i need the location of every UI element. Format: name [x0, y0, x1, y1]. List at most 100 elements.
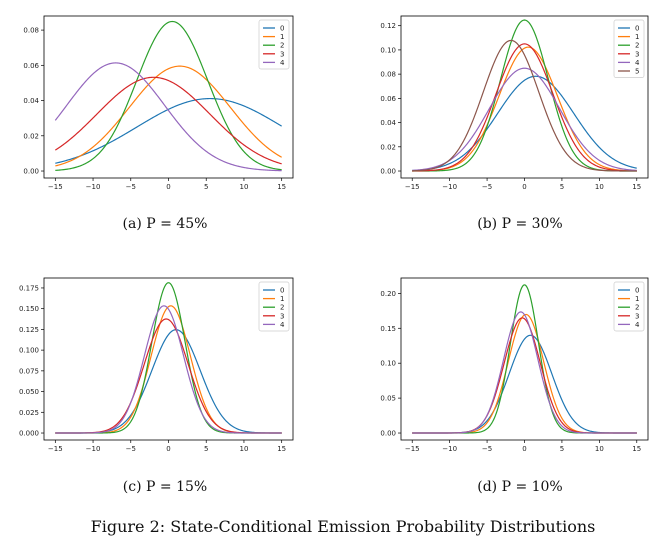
- x-tick-label: −10: [442, 183, 457, 191]
- x-tick-label: −5: [126, 183, 136, 191]
- legend-label-0: 0: [280, 287, 284, 295]
- x-tick-label: 10: [595, 183, 604, 191]
- x-tick-label: −10: [86, 445, 101, 453]
- series-line-5: [412, 39, 637, 172]
- x-tick-label: 0: [166, 183, 170, 191]
- series-line-3: [412, 43, 637, 172]
- chart-panel-1: −15 −10 −5 0 5 10 150.000.020.040.060.08 01234(…: [23, 15, 294, 232]
- x-tick-label: −10: [86, 183, 101, 191]
- legend-label-1: 1: [280, 295, 284, 303]
- series-line-1: [412, 46, 637, 172]
- x-tick-label: 10: [239, 183, 248, 191]
- subfigure-caption: (b) P = 30%: [477, 216, 563, 232]
- y-tick-label: 0.02: [380, 143, 396, 151]
- series-line-3: [412, 317, 637, 434]
- y-tick-label: 0.10: [380, 360, 396, 368]
- x-tick-label: −15: [48, 183, 63, 191]
- y-tick-label: 0.06: [23, 62, 39, 70]
- plot-frame: [400, 15, 649, 179]
- chart-panel-2: −15 −10 −5 0 5 10 150.000.020.040.060.080.100.…: [380, 15, 649, 232]
- series-line-3: [54, 76, 282, 165]
- x-tick-label: 5: [204, 183, 208, 191]
- legend-label-1: 1: [280, 33, 284, 41]
- y-tick-label: 0.150: [19, 305, 39, 313]
- y-tick-label: 0.100: [19, 347, 39, 355]
- y-tick-label: 0.02: [23, 132, 39, 140]
- y-tick-label: 0.075: [19, 367, 39, 375]
- legend-label-1: 1: [635, 295, 639, 303]
- series-line-4: [412, 311, 637, 434]
- x-tick-label: 15: [632, 183, 641, 191]
- legend-label-4: 4: [280, 321, 285, 329]
- legend-box: [258, 281, 290, 332]
- subfigure-caption: (d) P = 10%: [477, 479, 563, 495]
- x-tick-label: 10: [595, 445, 604, 453]
- y-tick-label: 0.15: [380, 325, 396, 333]
- series-line-0: [55, 329, 282, 434]
- subfigure-caption: (a) P = 45%: [123, 216, 208, 232]
- plot-frame: [43, 15, 294, 179]
- legend-label-0: 0: [280, 25, 284, 33]
- y-tick-label: 0.00: [380, 168, 396, 176]
- legend-label-0: 0: [635, 287, 639, 295]
- legend-label-3: 3: [635, 312, 639, 320]
- x-tick-label: 5: [560, 445, 564, 453]
- legend-label-3: 3: [280, 50, 284, 58]
- x-tick-label: −15: [405, 183, 420, 191]
- series-line-1: [55, 65, 282, 167]
- legend-label-4: 4: [635, 321, 640, 329]
- y-tick-label: 0.08: [380, 71, 396, 79]
- chart-panel-4: −15 −10 −5 0 5 10 150.000.050.100.150.20 01234(…: [380, 277, 649, 495]
- series-line-4: [54, 62, 282, 172]
- y-tick-label: 0.125: [19, 326, 39, 334]
- series-line-2: [412, 284, 637, 434]
- series-line-1: [412, 313, 637, 434]
- y-tick-label: 0.025: [19, 409, 39, 417]
- plot-frame: [43, 277, 294, 441]
- series-line-3: [55, 318, 282, 434]
- legend-label-4: 4: [635, 59, 640, 67]
- series-line-4: [55, 305, 282, 434]
- chart-panel-3: −15 −10 −5 0 5 10 150.0000.0250.0500.0750.1000…: [19, 277, 294, 495]
- y-tick-label: 0.175: [19, 284, 39, 292]
- legend-label-2: 2: [635, 42, 639, 50]
- legend-label-0: 0: [635, 25, 639, 33]
- legend-label-5: 5: [635, 68, 639, 76]
- legend-box: [258, 19, 290, 70]
- figure-caption: Figure 2: State-Conditional Emission Pro…: [91, 517, 596, 536]
- y-tick-label: 0.20: [380, 290, 396, 298]
- series-line-0: [412, 75, 637, 172]
- y-tick-label: 0.00: [23, 168, 39, 176]
- subfigure-caption: (c) P = 15%: [123, 479, 207, 495]
- legend-label-3: 3: [280, 312, 284, 320]
- legend-box: [613, 281, 645, 332]
- x-tick-label: −10: [442, 445, 457, 453]
- x-tick-label: 15: [632, 445, 641, 453]
- y-tick-label: 0.00: [380, 430, 396, 438]
- series-line-0: [55, 97, 282, 164]
- legend-label-2: 2: [635, 304, 639, 312]
- series-line-1: [55, 305, 282, 434]
- series-line-2: [412, 19, 637, 172]
- x-tick-label: −15: [405, 445, 420, 453]
- y-tick-label: 0.10: [380, 46, 396, 54]
- series-line-0: [412, 334, 637, 434]
- x-tick-label: −5: [482, 183, 492, 191]
- y-tick-label: 0.04: [380, 119, 396, 127]
- x-tick-label: 5: [204, 445, 208, 453]
- x-tick-label: 15: [277, 183, 286, 191]
- y-tick-label: 0.05: [380, 395, 396, 403]
- x-tick-label: 10: [239, 445, 248, 453]
- plot-frame: [400, 277, 649, 441]
- legend-label-2: 2: [280, 304, 284, 312]
- series-line-2: [55, 282, 282, 434]
- x-tick-label: 0: [522, 183, 526, 191]
- y-tick-label: 0.08: [23, 27, 39, 35]
- x-tick-label: 0: [522, 445, 526, 453]
- x-tick-label: 15: [277, 445, 286, 453]
- x-tick-label: 5: [560, 183, 564, 191]
- x-tick-label: 0: [166, 445, 170, 453]
- legend-label-2: 2: [280, 42, 284, 50]
- x-tick-label: −5: [126, 445, 136, 453]
